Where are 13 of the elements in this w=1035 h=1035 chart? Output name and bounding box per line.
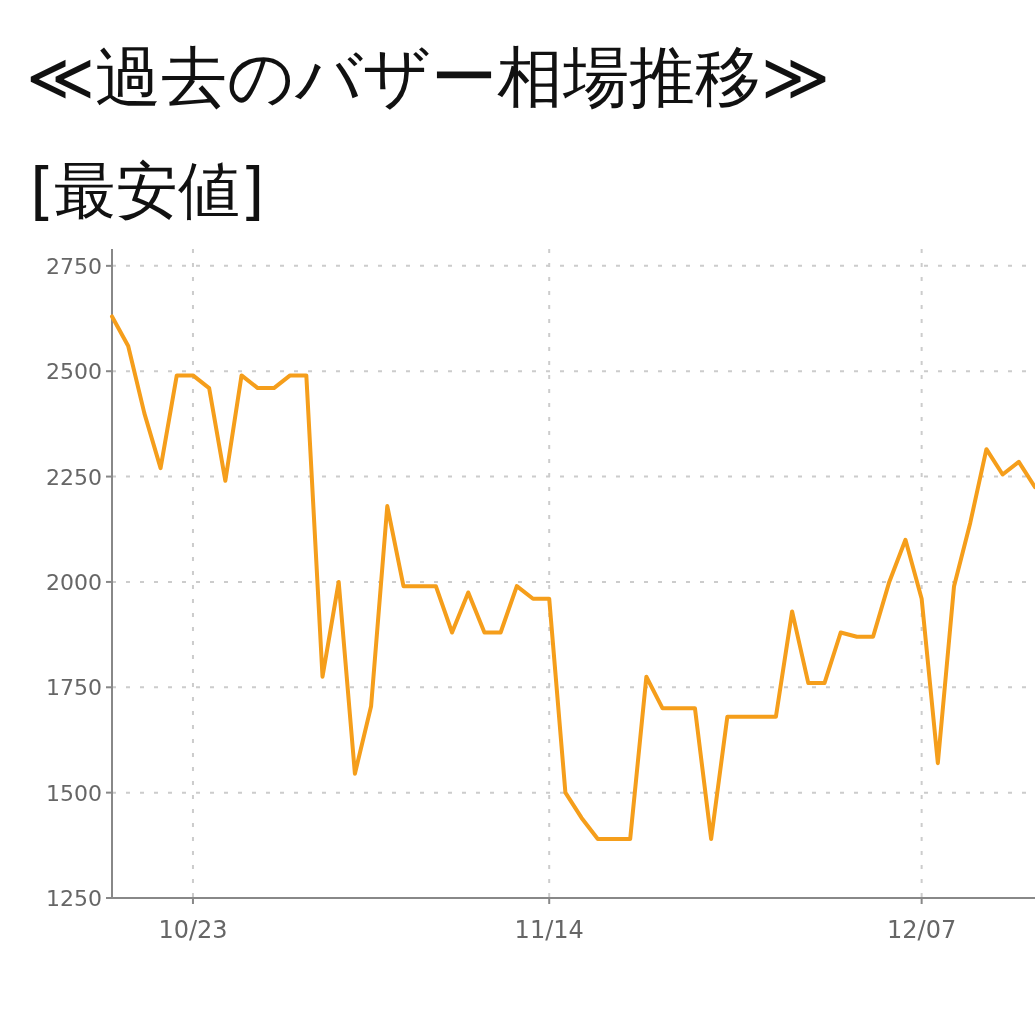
y-tick-label: 1500 [46,780,102,806]
chart-title: ≪過去のバザー相場推移≫ [26,39,831,116]
y-tick-label: 2500 [46,359,102,385]
chart-subtitle: [最安値] [30,154,265,227]
x-tick-label: 12/07 [887,916,957,944]
y-tick-label: 1750 [46,675,102,701]
y-tick-label: 2000 [46,569,102,595]
x-tick-label: 10/23 [158,916,228,944]
y-tick-label: 2250 [46,464,102,490]
y-tick-label: 1250 [46,886,102,911]
y-tick-label: 2750 [46,253,102,279]
x-tick-label: 11/14 [514,916,584,944]
line-series [110,314,1035,841]
